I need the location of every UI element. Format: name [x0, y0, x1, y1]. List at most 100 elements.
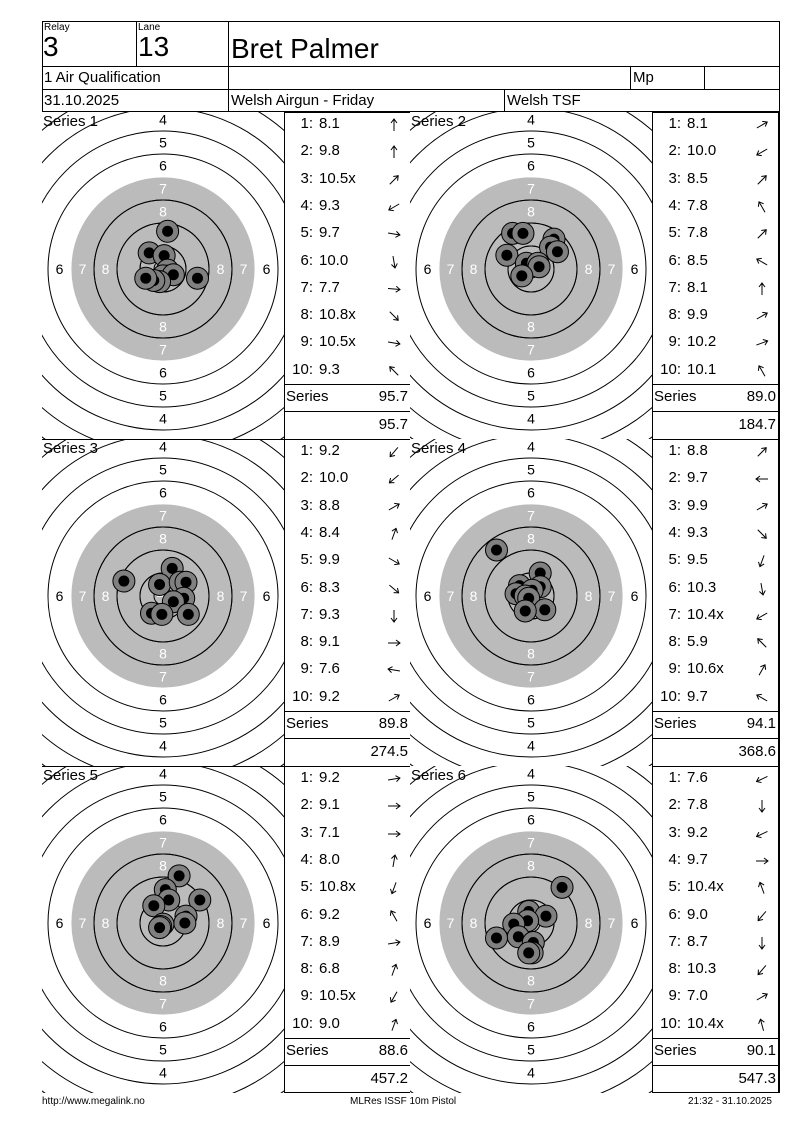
- ring-label: 8: [217, 261, 225, 277]
- shot-number: 2:: [668, 796, 681, 814]
- direction-arrow-icon: [758, 664, 767, 676]
- direction-arrow-icon: [390, 118, 398, 131]
- direction-arrow-icon: [756, 311, 768, 320]
- divider: [284, 711, 410, 712]
- target-ring: [507, 245, 555, 293]
- shot-hole-center: [540, 910, 552, 922]
- direction-arrow-icon: [755, 475, 768, 483]
- shot-row: 4: 9.3: [652, 524, 777, 551]
- ring-label: 8: [527, 646, 535, 662]
- mp-label: Mp: [633, 69, 654, 86]
- shot-number: 10:: [660, 360, 681, 378]
- shot-row: 4: 8.4: [284, 524, 409, 551]
- shot-value: 9.7: [687, 850, 708, 868]
- direction-arrow-icon: [758, 281, 766, 295]
- ring-label: 6: [527, 812, 535, 828]
- shot-hole-center: [173, 870, 185, 882]
- shot-number: 1:: [300, 442, 313, 459]
- shot-value: 9.2: [319, 442, 340, 459]
- direction-arrow-icon: [389, 909, 398, 921]
- shot-value: 7.0: [687, 987, 708, 1005]
- shot-row: 10: 9.2: [284, 688, 409, 715]
- ring-label: 5: [527, 388, 535, 404]
- ring-label: 6: [527, 158, 535, 174]
- shot-value: 7.7: [319, 278, 340, 296]
- target-ring: [461, 199, 601, 339]
- ring-label: 7: [447, 915, 455, 931]
- shot-row: 5: 9.7: [284, 224, 409, 251]
- direction-arrow-icon: [391, 527, 398, 540]
- shot-hole-center: [179, 917, 191, 929]
- shot-row: 1: 9.2: [284, 442, 409, 469]
- shot-value: 9.3: [687, 523, 708, 541]
- shot-value: 10.6x: [687, 660, 724, 678]
- shot-row: 3: 7.1: [284, 824, 409, 851]
- shot-value: 7.8: [687, 196, 708, 214]
- direction-arrow-icon: [756, 148, 768, 157]
- shot-row: 7: 8.9: [284, 933, 409, 960]
- shot-number: 9:: [300, 333, 313, 351]
- shot-hole-center: [162, 225, 174, 237]
- shot-value: 10.0: [319, 251, 349, 269]
- series-title: Series 4: [411, 440, 467, 457]
- shot-hole-center: [143, 247, 155, 259]
- shot-number: 9:: [668, 333, 681, 351]
- ring-label: 4: [527, 1065, 535, 1081]
- ring-label: 4: [527, 439, 535, 455]
- shot-row: 6: 9.0: [652, 906, 777, 933]
- shot-list: 1: 8.1 2: 10.0 3: 8.5 4: 7.8 5: 7.8 6: 8.5 7: 8.1 8: 9.…: [652, 112, 778, 439]
- shot-number: 7:: [668, 605, 681, 623]
- series-title: Series 6: [411, 767, 467, 784]
- shot-number: 6:: [668, 578, 681, 596]
- direction-arrow-icon: [388, 475, 399, 484]
- footer-software: MLRes ISSF 10m Pistol: [350, 1096, 457, 1107]
- ring-label: 5: [159, 789, 167, 805]
- ring-label: 5: [527, 789, 535, 805]
- shot-row: 6: 10.3: [652, 579, 777, 606]
- shot-number: 10:: [660, 1014, 681, 1032]
- direction-arrow-icon: [757, 174, 767, 185]
- shot-number: 1:: [300, 115, 313, 132]
- shot-value: 10.1: [687, 360, 717, 378]
- shot-value: 9.7: [687, 687, 708, 705]
- shot-value: 10.3: [687, 960, 717, 978]
- shot-number: 5:: [668, 551, 681, 569]
- ring-label: 8: [527, 531, 535, 547]
- ring-label: 6: [159, 692, 167, 708]
- shot-value: 8.3: [319, 578, 340, 596]
- divider: [652, 766, 653, 1093]
- target-5: 44445555666677778888: [42, 766, 284, 1093]
- direction-arrow-icon: [756, 612, 768, 620]
- shot-hole-center: [516, 270, 528, 282]
- shot-number: 9:: [668, 660, 681, 678]
- shot-number: 7:: [300, 605, 313, 623]
- shot-value: 9.8: [319, 142, 340, 160]
- ring-label: 6: [56, 261, 64, 277]
- direction-arrow-icon: [388, 557, 400, 566]
- ring-label: 5: [527, 1042, 535, 1058]
- shot-row: 7: 8.1: [652, 279, 777, 306]
- shot-row: 4: 7.8: [652, 197, 777, 224]
- shot-hole-center: [194, 894, 206, 906]
- shot-row: 3: 8.8: [284, 497, 409, 524]
- relay-value: 3: [43, 31, 59, 62]
- shot-row: 10: 9.7: [652, 688, 777, 715]
- ring-label: 6: [527, 365, 535, 381]
- shot-number: 8:: [668, 960, 681, 978]
- ring-label: 4: [527, 738, 535, 754]
- ring-label: 8: [217, 588, 225, 604]
- shot-number: 5:: [668, 878, 681, 896]
- ring-label: 7: [527, 996, 535, 1012]
- target-ring: [116, 549, 210, 643]
- ring-label: 7: [79, 915, 87, 931]
- ring-label: 8: [470, 915, 478, 931]
- shot-value: 9.9: [319, 551, 340, 569]
- shot-number: 5:: [300, 224, 313, 242]
- shot-row: 7: 9.3: [284, 606, 409, 633]
- divider: [778, 766, 779, 1093]
- shot-hole-center: [182, 608, 194, 620]
- series-total: 89.0: [746, 388, 776, 405]
- target-ring: [484, 876, 578, 970]
- shot-hole-center: [140, 272, 152, 284]
- shot-value: 7.6: [687, 769, 708, 786]
